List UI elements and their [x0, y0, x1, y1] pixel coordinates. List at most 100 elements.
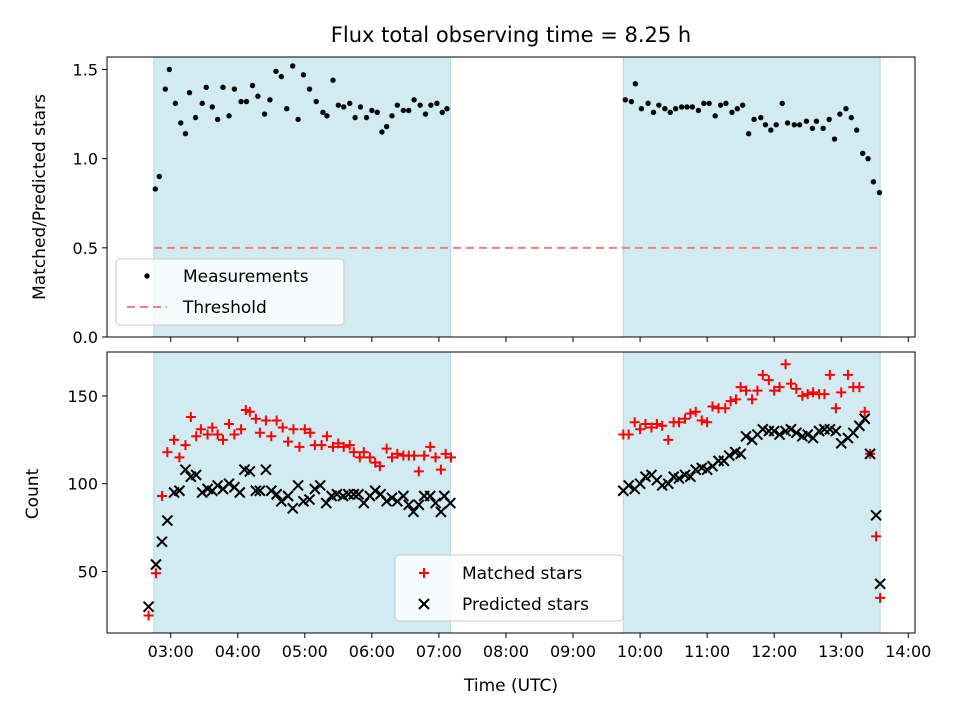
data-point	[260, 463, 272, 476]
data-point	[785, 378, 796, 389]
y-tick-label: 1.0	[73, 150, 98, 169]
data-point	[231, 86, 238, 92]
data-point	[445, 452, 456, 463]
data-point	[394, 102, 401, 108]
legend: Matched stars Predicted stars	[394, 554, 624, 622]
data-point	[266, 431, 277, 442]
data-point	[290, 63, 296, 69]
data-point	[196, 486, 208, 499]
data-point	[271, 415, 282, 426]
data-point	[830, 425, 842, 437]
data-point	[152, 186, 158, 192]
data-point	[640, 419, 651, 430]
data-point	[824, 369, 835, 380]
data-point	[729, 109, 735, 115]
data-point	[701, 463, 713, 476]
data-point	[185, 411, 196, 422]
data-point	[327, 441, 338, 452]
data-point	[662, 478, 674, 490]
x-tick-label: 07:00	[416, 642, 462, 661]
data-point	[172, 100, 179, 107]
data-point	[244, 465, 256, 478]
data-point	[673, 417, 684, 428]
data-point	[723, 100, 729, 107]
data-point	[854, 382, 865, 393]
data-point	[706, 100, 712, 107]
data-point	[830, 403, 841, 414]
data-point	[374, 109, 380, 115]
data-point	[300, 72, 307, 78]
x-tick-label: 12:00	[751, 642, 797, 661]
data-point	[344, 440, 355, 451]
data-point	[628, 98, 635, 105]
data-point	[162, 447, 173, 458]
data-point	[650, 109, 657, 115]
data-point	[283, 436, 294, 447]
data-point	[870, 509, 882, 522]
data-point	[400, 107, 407, 114]
data-point	[303, 493, 316, 506]
data-point	[444, 497, 457, 509]
y-tick-label: 50	[78, 563, 98, 582]
data-point	[430, 452, 441, 463]
data-point	[379, 129, 385, 135]
data-point	[734, 106, 741, 112]
data-point	[277, 422, 288, 433]
data-point	[768, 127, 774, 133]
x-axis-label: Time (UTC)	[463, 676, 558, 696]
data-point	[209, 104, 215, 110]
data-point	[678, 104, 685, 110]
y-tick-label: 100	[67, 475, 98, 494]
data-point	[238, 98, 244, 105]
data-point	[673, 472, 685, 485]
data-point	[254, 485, 266, 497]
data-point	[790, 427, 803, 439]
data-point	[837, 111, 843, 117]
data-point	[831, 136, 838, 142]
data-point	[374, 461, 385, 472]
data-point	[358, 447, 369, 458]
data-point	[689, 104, 696, 110]
data-point	[796, 122, 803, 128]
data-point	[730, 394, 741, 405]
data-point	[392, 448, 403, 459]
data-point	[802, 389, 813, 400]
data-point	[186, 89, 193, 96]
x-tick-label: 06:00	[349, 642, 395, 661]
data-point	[156, 173, 163, 180]
data-point	[244, 406, 255, 417]
data-point	[314, 479, 326, 492]
x-tick-label: 13:00	[818, 642, 864, 661]
data-point	[403, 499, 415, 511]
data-point	[282, 490, 294, 502]
data-point	[680, 413, 691, 424]
data-point	[769, 385, 780, 396]
data-point	[254, 427, 265, 438]
data-point	[422, 111, 429, 117]
legend-marker-predicted	[418, 598, 430, 610]
data-point	[179, 463, 192, 476]
data-point	[874, 578, 886, 590]
data-point	[174, 452, 185, 463]
data-point	[214, 116, 221, 123]
data-point	[428, 102, 434, 108]
data-point	[864, 448, 876, 460]
data-point	[663, 434, 674, 445]
data-point	[645, 100, 651, 107]
data-point	[294, 441, 305, 452]
data-point	[629, 417, 640, 428]
data-point	[429, 497, 442, 509]
data-point	[747, 394, 758, 405]
data-point	[871, 531, 882, 542]
series-predicted-stars	[142, 413, 886, 613]
data-point	[406, 107, 412, 114]
data-point	[348, 447, 359, 458]
data-point	[162, 86, 169, 92]
x-tick-label: 08:00	[483, 642, 529, 661]
data-point	[409, 450, 420, 461]
data-point	[341, 104, 347, 110]
data-point	[843, 106, 849, 112]
y-tick-label: 1.5	[73, 60, 98, 79]
data-point	[273, 68, 279, 74]
legend-box	[394, 554, 624, 622]
